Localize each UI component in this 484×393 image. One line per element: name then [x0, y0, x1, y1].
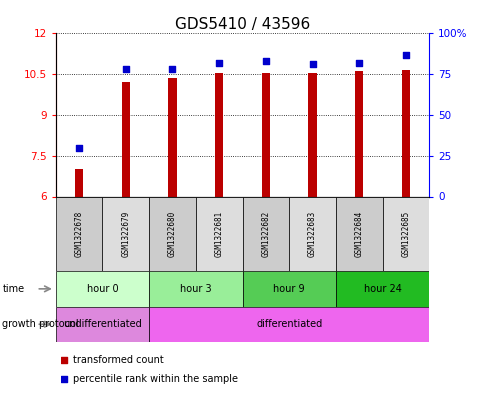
Point [168, 66, 176, 72]
Bar [242, 271, 335, 307]
Text: hour 24: hour 24 [363, 284, 401, 294]
Point [215, 60, 223, 66]
Text: GSM1322682: GSM1322682 [261, 211, 270, 257]
Point [60, 356, 68, 363]
Bar [335, 196, 382, 271]
Text: growth protocol: growth protocol [2, 319, 79, 329]
Text: GSM1322683: GSM1322683 [307, 211, 317, 257]
Text: hour 0: hour 0 [87, 284, 118, 294]
Bar [382, 196, 428, 271]
Bar [168, 78, 176, 196]
Bar [308, 73, 316, 196]
Bar [335, 271, 428, 307]
Text: GSM1322685: GSM1322685 [401, 211, 409, 257]
Bar [261, 73, 270, 196]
Text: GSM1322679: GSM1322679 [121, 211, 130, 257]
Text: hour 3: hour 3 [180, 284, 211, 294]
Text: GSM1322684: GSM1322684 [354, 211, 363, 257]
Bar [149, 307, 428, 342]
Text: undifferentiated: undifferentiated [63, 319, 141, 329]
Text: time: time [2, 284, 25, 294]
Text: GSM1322681: GSM1322681 [214, 211, 223, 257]
Bar [102, 196, 149, 271]
Bar [242, 196, 288, 271]
Bar [214, 73, 223, 196]
Text: hour 9: hour 9 [273, 284, 304, 294]
Bar [56, 271, 149, 307]
Bar [121, 83, 130, 196]
Bar [401, 70, 409, 196]
Bar [288, 196, 335, 271]
Text: GSM1322680: GSM1322680 [167, 211, 177, 257]
Bar [56, 307, 149, 342]
Bar [196, 196, 242, 271]
Text: GSM1322678: GSM1322678 [75, 211, 83, 257]
Point [121, 66, 129, 72]
Text: differentiated: differentiated [256, 319, 322, 329]
Point [75, 144, 83, 151]
Bar [149, 196, 196, 271]
Bar [56, 196, 102, 271]
Bar [354, 72, 363, 196]
Point [401, 51, 409, 58]
Bar [149, 271, 242, 307]
Point [308, 61, 316, 68]
Point [355, 60, 363, 66]
Bar [75, 169, 83, 196]
Point [261, 58, 269, 64]
Title: GDS5410 / 43596: GDS5410 / 43596 [175, 17, 309, 32]
Text: transformed count: transformed count [73, 354, 163, 365]
Text: percentile rank within the sample: percentile rank within the sample [73, 374, 237, 384]
Point [60, 376, 68, 382]
